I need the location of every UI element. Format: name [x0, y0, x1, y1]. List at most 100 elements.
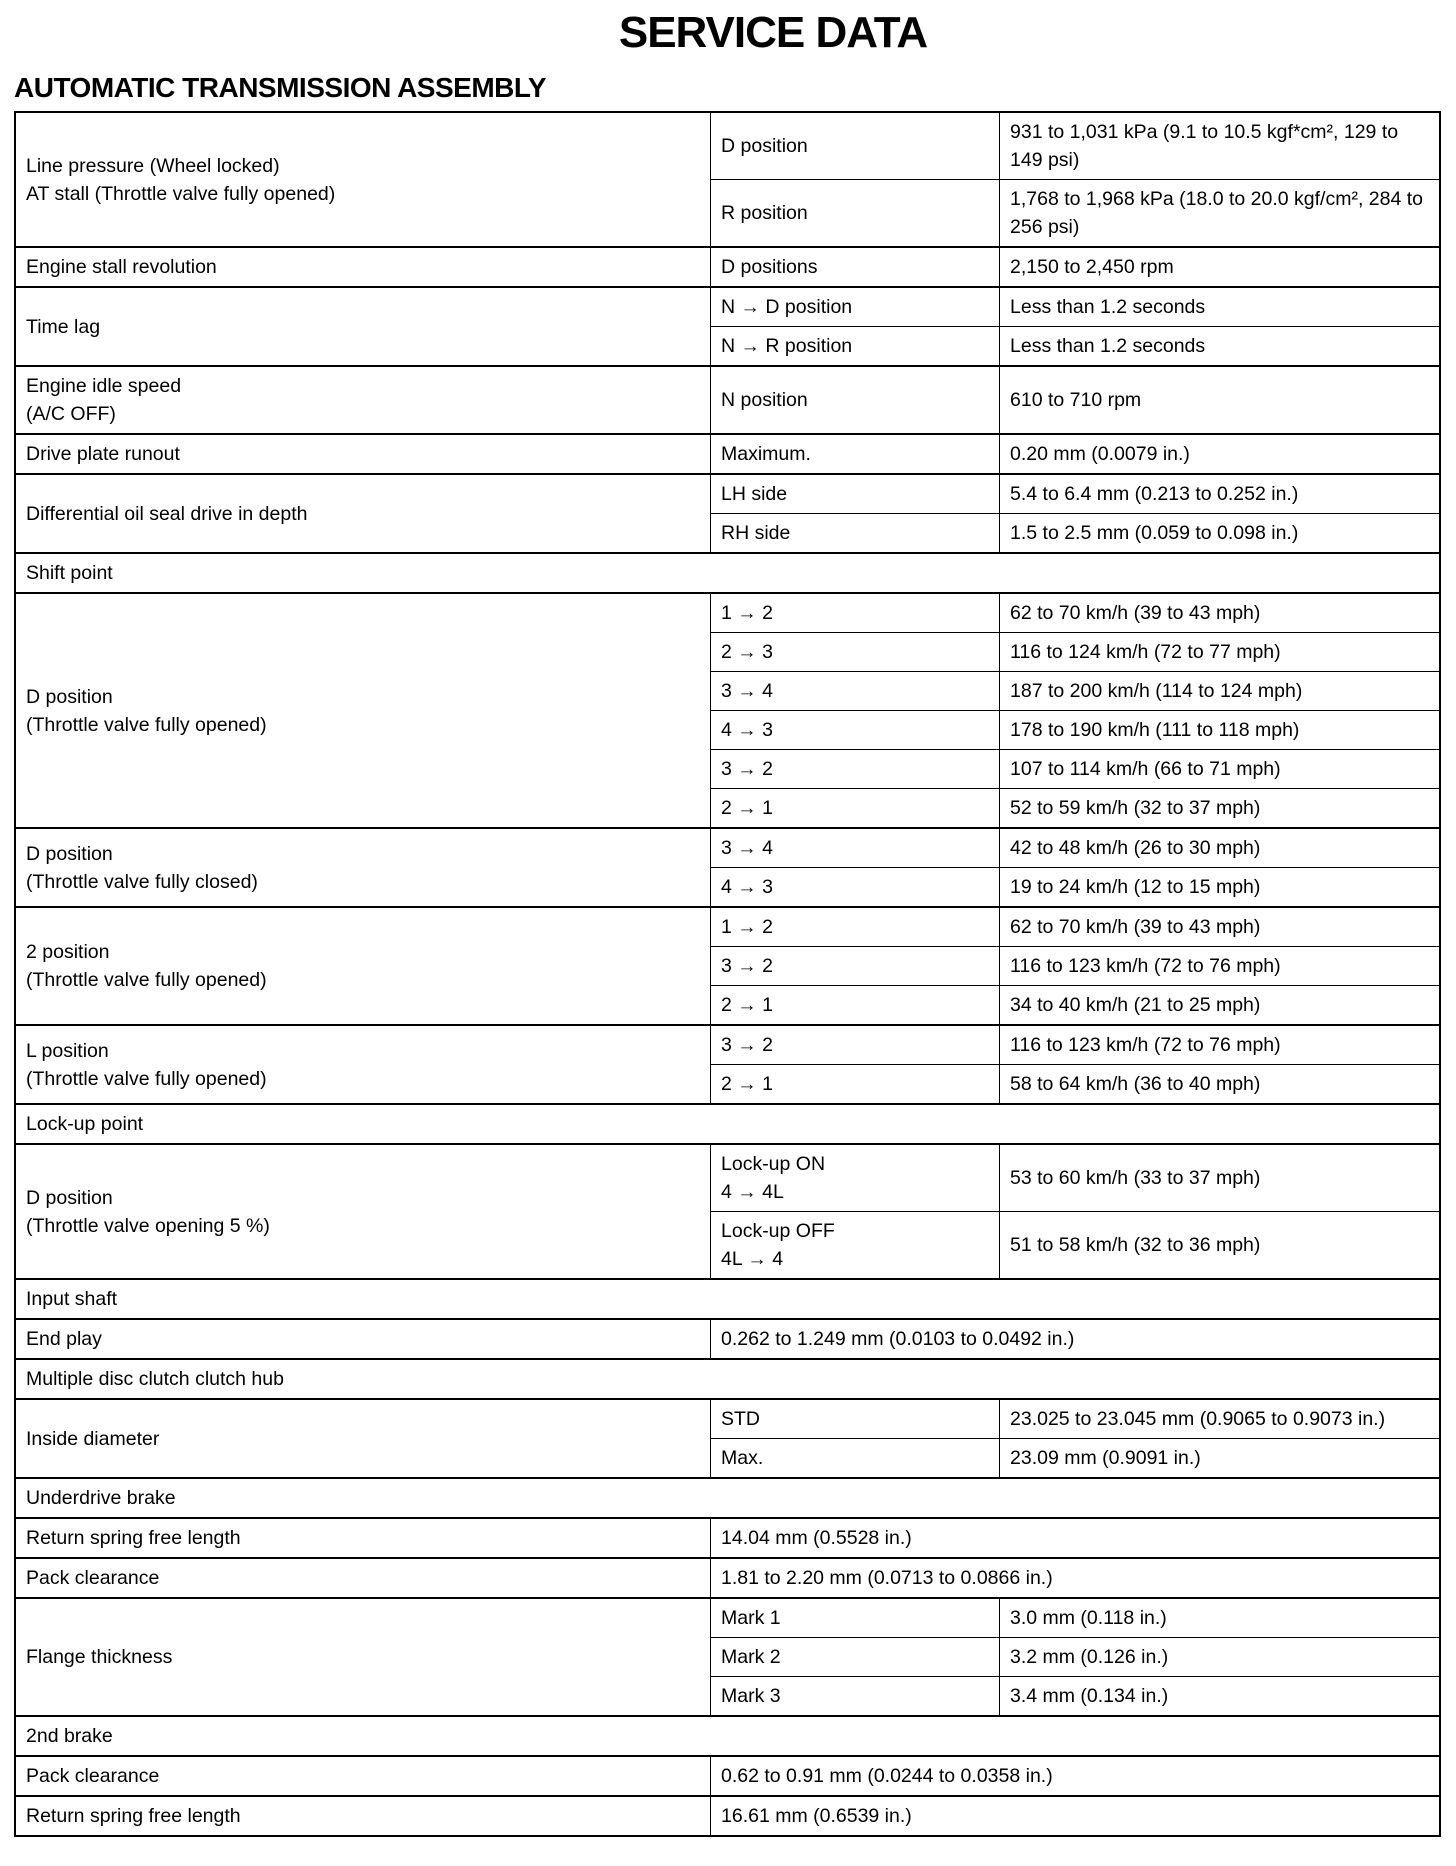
spec-value: 14.04 mm (0.5528 in.) [710, 1517, 1441, 1559]
spec-value: 62 to 70 km/h (39 to 43 mph) [999, 592, 1441, 633]
condition-label: Lock-up ON 4 → 4L [710, 1143, 1000, 1212]
condition-label: 2 → 1 [710, 1064, 1000, 1105]
table-row: Return spring free length 14.04 mm (0.552… [14, 1517, 1441, 1559]
spec-value: 0.62 to 0.91 mm (0.0244 to 0.0358 in.) [710, 1755, 1441, 1797]
table-row: 2 → 1 34 to 40 km/h (21 to 25 mph) [15, 985, 1441, 1026]
table-row: Return spring free length 16.61 mm (0.653… [14, 1795, 1441, 1837]
table-row: 4 → 3 19 to 24 km/h (12 to 15 mph) [15, 867, 1441, 908]
spec-value: 116 to 124 km/h (72 to 77 mph) [999, 632, 1441, 672]
spec-value: 1.81 to 2.20 mm (0.0713 to 0.0866 in.) [710, 1557, 1441, 1599]
table-row: Differential oil seal drive in depth LH s… [14, 473, 1441, 554]
item-label: Drive plate runout [14, 433, 711, 475]
table-row: Max. 23.09 mm (0.9091 in.) [15, 1438, 1441, 1479]
condition-label: D position [710, 111, 1000, 180]
condition-label: 2 → 1 [710, 985, 1000, 1026]
table-row: 2 → 1 52 to 59 km/h (32 to 37 mph) [15, 788, 1441, 829]
spec-value: Less than 1.2 seconds [999, 326, 1441, 367]
spec-value: 0.20 mm (0.0079 in.) [999, 433, 1441, 475]
table-row: End play 0.262 to 1.249 mm (0.0103 to 0.0… [14, 1318, 1441, 1360]
condition-label: Lock-up OFF 4L → 4 [710, 1211, 1000, 1280]
section-title: AUTOMATIC TRANSMISSION ASSEMBLY [14, 72, 547, 103]
spec-value: 3.2 mm (0.126 in.) [999, 1637, 1441, 1677]
spec-value: 1.5 to 2.5 mm (0.059 to 0.098 in.) [999, 513, 1441, 554]
table-row: Line pressure (Wheel locked) AT stall (Th… [14, 111, 1441, 248]
table-row: Pack clearance 0.62 to 0.91 mm (0.0244 to… [14, 1755, 1441, 1797]
table-row: 4 → 3 178 to 190 km/h (111 to 118 mph) [15, 710, 1441, 750]
condition-label: LH side [710, 473, 1000, 514]
section-row: 2nd brake [14, 1715, 1441, 1757]
spec-value: 2,150 to 2,450 rpm [999, 246, 1441, 288]
page-title: SERVICE DATA [618, 8, 928, 57]
spec-value: 19 to 24 km/h (12 to 15 mph) [999, 867, 1441, 908]
table-row: Engine idle speed (A/C OFF) N position 610 … [14, 365, 1441, 435]
table-row: Inside diameter STD 23.025 to 23.045 mm (0… [14, 1398, 1441, 1479]
table-row: L position (Throttle valve fully opened) 3… [14, 1024, 1441, 1105]
condition-label: D positions [710, 246, 1000, 288]
spec-value: 116 to 123 km/h (72 to 76 mph) [999, 1024, 1441, 1065]
item-label: Return spring free length [14, 1517, 711, 1559]
condition-label: 3 → 2 [710, 946, 1000, 986]
item-label: D position (Throttle valve fully opened) [14, 592, 711, 829]
item-label: Engine idle speed (A/C OFF) [14, 365, 711, 435]
item-label: L position (Throttle valve fully opened) [14, 1024, 711, 1105]
item-label: Engine stall revolution [14, 246, 711, 288]
spec-value: 53 to 60 km/h (33 to 37 mph) [999, 1143, 1441, 1212]
condition-label: Mark 1 [710, 1597, 1000, 1638]
condition-label: RH side [710, 513, 1000, 554]
spec-value: 610 to 710 rpm [999, 365, 1441, 435]
table-row: 3 → 2 107 to 114 km/h (66 to 71 mph) [15, 749, 1441, 789]
spec-value: 3.4 mm (0.134 in.) [999, 1676, 1441, 1717]
table-row: N → R position Less than 1.2 seconds [15, 326, 1441, 367]
table-row: Time lag N → D position Less than 1.2 seco… [14, 286, 1441, 367]
spec-value: 42 to 48 km/h (26 to 30 mph) [999, 827, 1441, 868]
table-row: R position 1,768 to 1,968 kPa (18.0 to 20… [15, 179, 1441, 248]
condition-label: Maximum. [710, 433, 1000, 475]
section-row: Lock-up point [14, 1103, 1441, 1145]
condition-label: 3 → 4 [710, 827, 1000, 868]
section-label: Shift point [14, 552, 1441, 594]
table-row: Lock-up OFF 4L → 4 51 to 58 km/h (32 to 36… [15, 1211, 1441, 1280]
condition-label: 4 → 3 [710, 710, 1000, 750]
section-label: Input shaft [14, 1278, 1441, 1320]
spec-value: 1,768 to 1,968 kPa (18.0 to 20.0 kgf/cm²… [999, 179, 1441, 248]
condition-label: N position [710, 365, 1000, 435]
condition-label: R position [710, 179, 1000, 248]
item-label: Pack clearance [14, 1755, 711, 1797]
spec-value: 58 to 64 km/h (36 to 40 mph) [999, 1064, 1441, 1105]
item-label: D position (Throttle valve opening 5 %) [14, 1143, 711, 1280]
condition-label: 1 → 2 [710, 906, 1000, 947]
table-row: D position (Throttle valve fully closed) 3… [14, 827, 1441, 908]
condition-label: 4 → 3 [710, 867, 1000, 908]
condition-label: 3 → 2 [710, 1024, 1000, 1065]
item-label: End play [14, 1318, 711, 1360]
item-label: D position (Throttle valve fully closed) [14, 827, 711, 908]
condition-label: 2 → 3 [710, 632, 1000, 672]
section-row: Shift point [14, 552, 1441, 594]
table-row: 2 → 3 116 to 124 km/h (72 to 77 mph) [15, 632, 1441, 672]
condition-label: Mark 2 [710, 1637, 1000, 1677]
spec-value: 3.0 mm (0.118 in.) [999, 1597, 1441, 1638]
section-label: Underdrive brake [14, 1477, 1441, 1519]
spec-value: 178 to 190 km/h (111 to 118 mph) [999, 710, 1441, 750]
spec-value: 931 to 1,031 kPa (9.1 to 10.5 kgf*cm², 1… [999, 111, 1441, 180]
section-row: Multiple disc clutch clutch hub [14, 1358, 1441, 1400]
table-row: 2 position (Throttle valve fully opened) 1… [14, 906, 1441, 1026]
condition-label: Max. [710, 1438, 1000, 1479]
spec-value: 107 to 114 km/h (66 to 71 mph) [999, 749, 1441, 789]
condition-label: 3 → 2 [710, 749, 1000, 789]
item-label: Pack clearance [14, 1557, 711, 1599]
condition-label: 3 → 4 [710, 671, 1000, 711]
table-row: D position (Throttle valve opening 5 %) Lo… [14, 1143, 1441, 1280]
section-label: Multiple disc clutch clutch hub [14, 1358, 1441, 1400]
spec-value: 51 to 58 km/h (32 to 36 mph) [999, 1211, 1441, 1280]
item-label: Line pressure (Wheel locked) AT stall (Th… [14, 111, 711, 248]
table-row: 2 → 1 58 to 64 km/h (36 to 40 mph) [15, 1064, 1441, 1105]
section-row: Underdrive brake [14, 1477, 1441, 1519]
spec-value: 62 to 70 km/h (39 to 43 mph) [999, 906, 1441, 947]
condition-label: N → R position [710, 326, 1000, 367]
table-row: Engine stall revolution D positions 2,150 … [14, 246, 1441, 288]
spec-value: 34 to 40 km/h (21 to 25 mph) [999, 985, 1441, 1026]
service-data-table: Line pressure (Wheel locked) AT stall (Th… [14, 111, 1441, 1837]
table-row: Pack clearance 1.81 to 2.20 mm (0.0713 to… [14, 1557, 1441, 1599]
item-label: Differential oil seal drive in depth [14, 473, 711, 554]
